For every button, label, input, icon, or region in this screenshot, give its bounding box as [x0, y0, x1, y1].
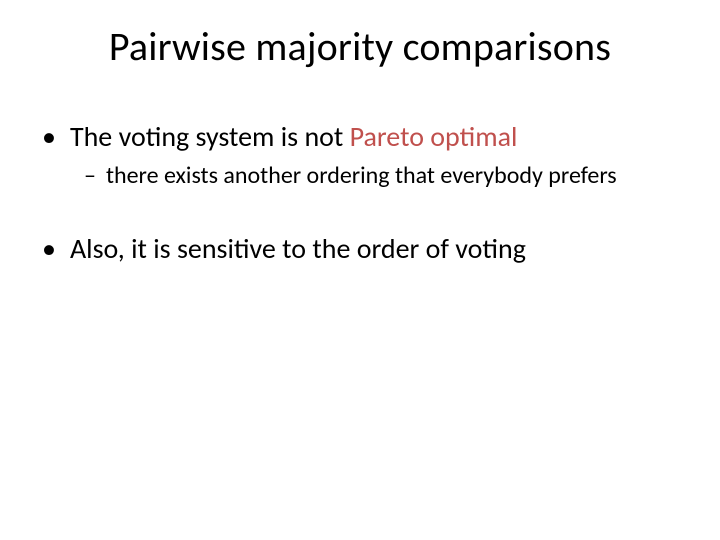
- bullet-item-1: • The voting system is not Pareto optima…: [40, 119, 680, 155]
- bullet-marker: –: [84, 161, 96, 191]
- spacer: [40, 197, 680, 231]
- bullet-text: The voting system is not Pareto optimal: [70, 119, 518, 155]
- bullet-text: there exists another ordering that every…: [106, 161, 617, 191]
- bullet-text: Also, it is sensitive to the order of vo…: [70, 231, 526, 267]
- slide-container: Pairwise majority comparisons • The voti…: [0, 0, 720, 540]
- bullet-text-segment: The voting system is not: [70, 119, 350, 154]
- bullet-marker: •: [42, 231, 56, 267]
- slide-title: Pairwise majority comparisons: [40, 22, 680, 71]
- bullet-item-2: • Also, it is sensitive to the order of …: [40, 231, 680, 267]
- bullet-marker: •: [42, 119, 56, 155]
- bullet-item-1-sub: – there exists another ordering that eve…: [40, 161, 680, 191]
- bullet-text-segment-accent: Pareto optimal: [350, 119, 518, 154]
